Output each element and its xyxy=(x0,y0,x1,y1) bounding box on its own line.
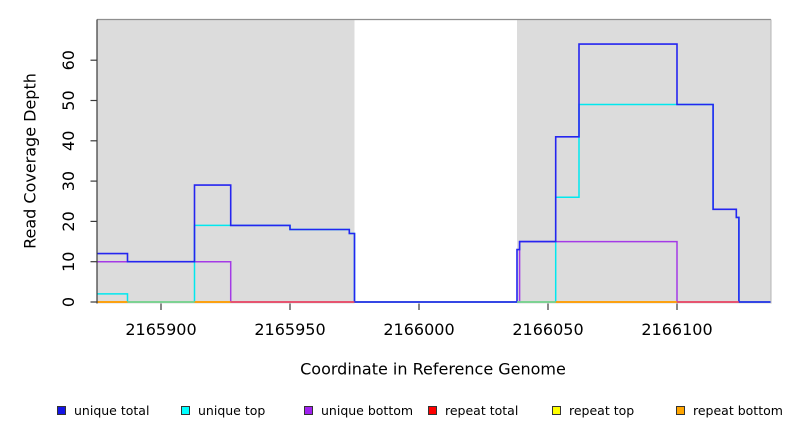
y-tick-label: 30 xyxy=(59,171,78,191)
x-axis-title: Coordinate in Reference Genome xyxy=(300,359,566,379)
x-tick-label: 2165900 xyxy=(125,320,196,339)
y-tick-label: 40 xyxy=(59,131,78,151)
highlight-band xyxy=(354,20,517,304)
x-tick-label: 2166050 xyxy=(512,320,583,339)
y-tick-label: 10 xyxy=(59,252,78,272)
x-tick-label: 2166100 xyxy=(641,320,712,339)
x-tick-label: 2165950 xyxy=(254,320,325,339)
series-unique-bottom xyxy=(96,240,771,303)
series-unique-total xyxy=(96,43,771,303)
y-tick-label: 0 xyxy=(59,297,78,307)
y-tick-label: 20 xyxy=(59,211,78,231)
y-tick-label: 50 xyxy=(59,90,78,110)
y-tick-label: 60 xyxy=(59,50,78,70)
y-axis-title: Read Coverage Depth xyxy=(20,73,40,249)
x-tick-label: 2166000 xyxy=(383,320,454,339)
